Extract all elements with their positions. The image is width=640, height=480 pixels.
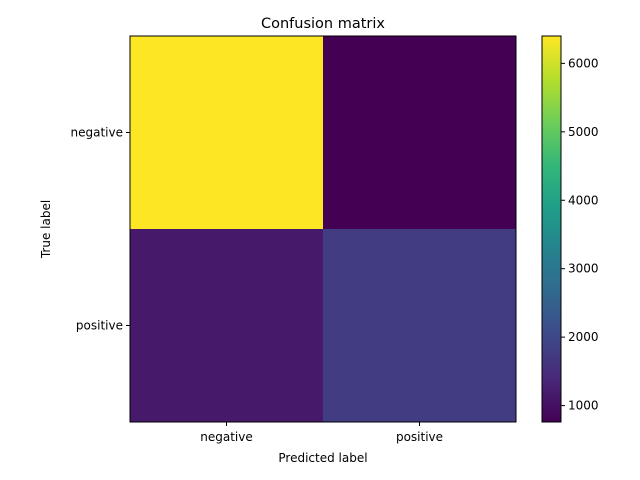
colorbar-tick-label: 4000 (568, 193, 599, 207)
heatmap-cell-positive-positive (323, 229, 517, 423)
y-tick-label: negative (71, 126, 123, 140)
y-axis-ticks: negative positive (71, 126, 130, 333)
y-axis-label: True label (39, 200, 53, 259)
colorbar-tick-label: 6000 (568, 56, 599, 70)
x-tick-label: negative (200, 430, 252, 444)
heatmap-cell-negative-positive (323, 36, 517, 230)
plot-frame (129, 35, 517, 423)
heatmap-cell-negative-negative (130, 36, 324, 230)
colorbar (542, 36, 561, 422)
heatmap-cells (130, 36, 517, 423)
x-axis-label: Predicted label (278, 451, 367, 465)
x-tick-label: positive (396, 430, 443, 444)
colorbar-frame (541, 35, 562, 423)
chart-title: Confusion matrix (261, 16, 385, 32)
x-axis-ticks: negative positive (200, 422, 443, 444)
y-tick-label: positive (76, 319, 123, 333)
colorbar-tick-label: 5000 (568, 125, 599, 139)
colorbar-tick-label: 2000 (568, 330, 599, 344)
colorbar-ticks: 1000 2000 3000 4000 5000 6000 (561, 56, 599, 413)
heatmap-cell-positive-negative (130, 229, 324, 423)
colorbar-tick-label: 3000 (568, 262, 599, 276)
colorbar-tick-label: 1000 (568, 399, 599, 413)
